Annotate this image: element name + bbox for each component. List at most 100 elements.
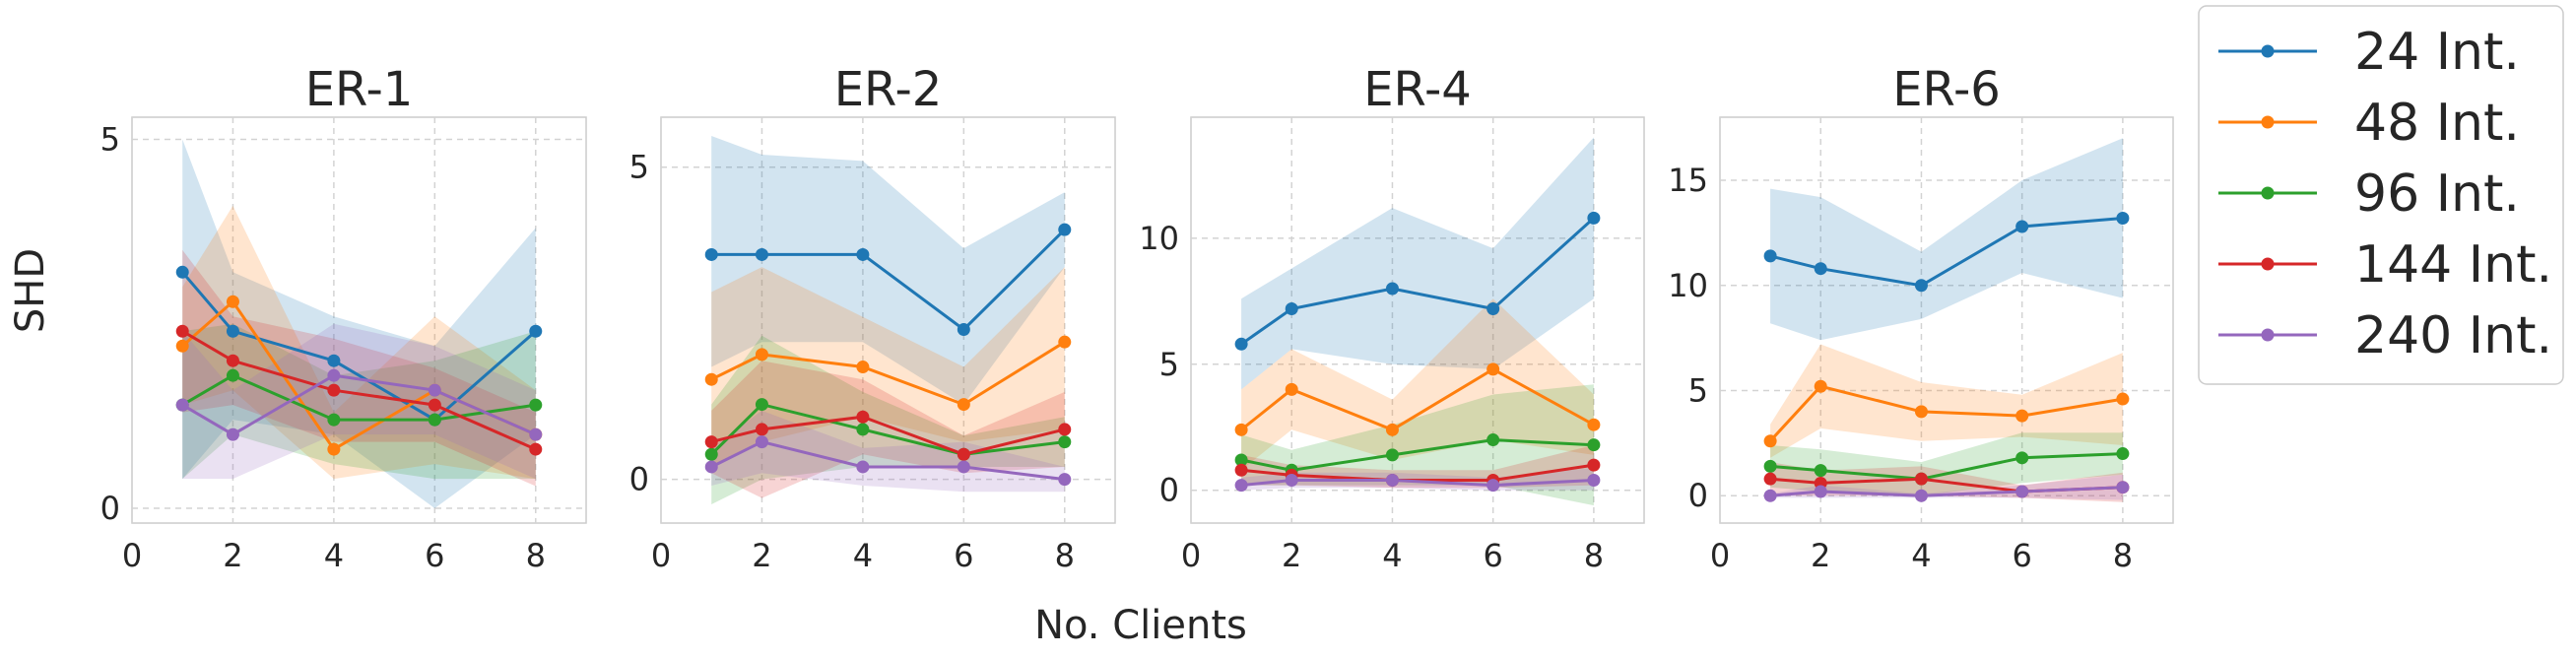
y-tick-label: 5 [1159,346,1179,383]
data-point [226,295,239,308]
data-point [856,410,870,424]
data-point [1285,382,1298,396]
data-point [2015,451,2029,465]
data-point [1814,379,1827,393]
confidence-band [182,249,536,487]
data-point [1486,479,1500,493]
legend-marker [2261,328,2275,342]
confidence-band [182,139,536,508]
confidence-band [1241,298,1594,471]
legend-marker [2261,115,2275,129]
data-point [1814,464,1827,478]
data-point [226,324,239,338]
confidence-band [711,361,1065,498]
data-point [529,442,543,456]
data-point [428,383,441,397]
panel-4: 0 2 4 6 8 0 5 10 15 ER-6 [1668,62,2174,574]
confidence-band [1770,138,2123,341]
legend-label: 96 Int. [2354,164,2520,224]
data-point [529,324,543,338]
data-point [1763,434,1777,448]
data-point [957,398,970,412]
data-point [226,428,239,441]
data-point [2015,409,2029,423]
y-tick-label: 0 [100,490,120,527]
data-point [2015,485,2029,498]
x-tick-label: 0 [1710,537,1730,574]
data-point [957,447,970,461]
data-point [704,447,718,461]
y-tick-label: 5 [1688,372,1708,410]
legend-label: 24 Int. [2354,23,2520,82]
data-point [2116,211,2130,225]
x-tick-label: 6 [425,537,444,574]
confidence-band [1770,432,2123,496]
data-point [1058,335,1072,349]
data-point [428,413,441,427]
data-point [327,368,341,382]
confidence-band [1770,344,2123,458]
plot-area [1190,116,1645,524]
data-point [1814,262,1827,276]
data-point [175,339,189,353]
data-point [856,423,870,436]
data-point [1763,472,1777,486]
confidence-band [1241,137,1594,390]
data-point [704,372,718,386]
x-tick-label: 0 [1181,537,1201,574]
plot-area [131,116,587,524]
x-tick-label: 8 [2113,537,2133,574]
panel-title: ER-6 [1892,62,2001,117]
data-point [1234,423,1248,436]
x-tick-label: 4 [1382,537,1402,574]
confidence-band [1241,384,1594,506]
data-point [1914,279,1928,293]
data-point [704,435,718,449]
x-tick-label: 2 [223,537,242,574]
data-point [2015,220,2029,233]
panel-title: ER-4 [1363,62,1472,117]
data-point [1385,448,1399,462]
data-point [2116,481,2130,494]
data-point [1285,473,1298,487]
data-point [1486,362,1500,376]
data-point [529,398,543,412]
legend-label: 48 Int. [2354,94,2520,153]
x-tick-label: 8 [1055,537,1075,574]
x-tick-label: 0 [122,537,142,574]
panel-title: ER-1 [305,62,414,117]
x-tick-label: 6 [954,537,973,574]
data-point [1385,423,1399,436]
y-tick-label: 0 [1688,477,1708,514]
x-tick-label: 4 [853,537,873,574]
data-point [755,435,768,449]
x-axis-label: No. Clients [1034,603,1247,648]
data-point [755,348,768,362]
data-point [957,460,970,474]
data-point [755,423,768,436]
data-point [327,383,341,397]
data-point [1914,472,1928,486]
data-point [529,428,543,441]
data-point [1058,473,1072,487]
data-point [1587,473,1601,487]
confidence-band [711,267,1065,467]
y-axis-label: SHD [8,248,53,333]
x-tick-label: 2 [1282,537,1301,574]
data-point [175,265,189,279]
data-point [327,442,341,456]
confidence-band [711,136,1065,405]
panel-3: 0 2 4 6 8 0 5 10 ER-4 [1139,62,1645,574]
y-tick-label: 15 [1668,162,1708,199]
legend-marker [2261,257,2275,271]
data-point [856,361,870,374]
x-tick-label: 8 [526,537,546,574]
x-tick-label: 2 [752,537,771,574]
data-point [1486,433,1500,447]
data-point [1234,479,1248,493]
panels: 0 2 4 6 8 0 5 ER-1 0 2 4 6 8 0 5 ER-2 0 2 4 6 8 0 5 10 ER-4 0 2 4 6 8… [100,62,2174,574]
legend-label: 144 Int. [2354,235,2552,295]
x-tick-label: 4 [1911,537,1931,574]
data-point [1587,211,1601,225]
